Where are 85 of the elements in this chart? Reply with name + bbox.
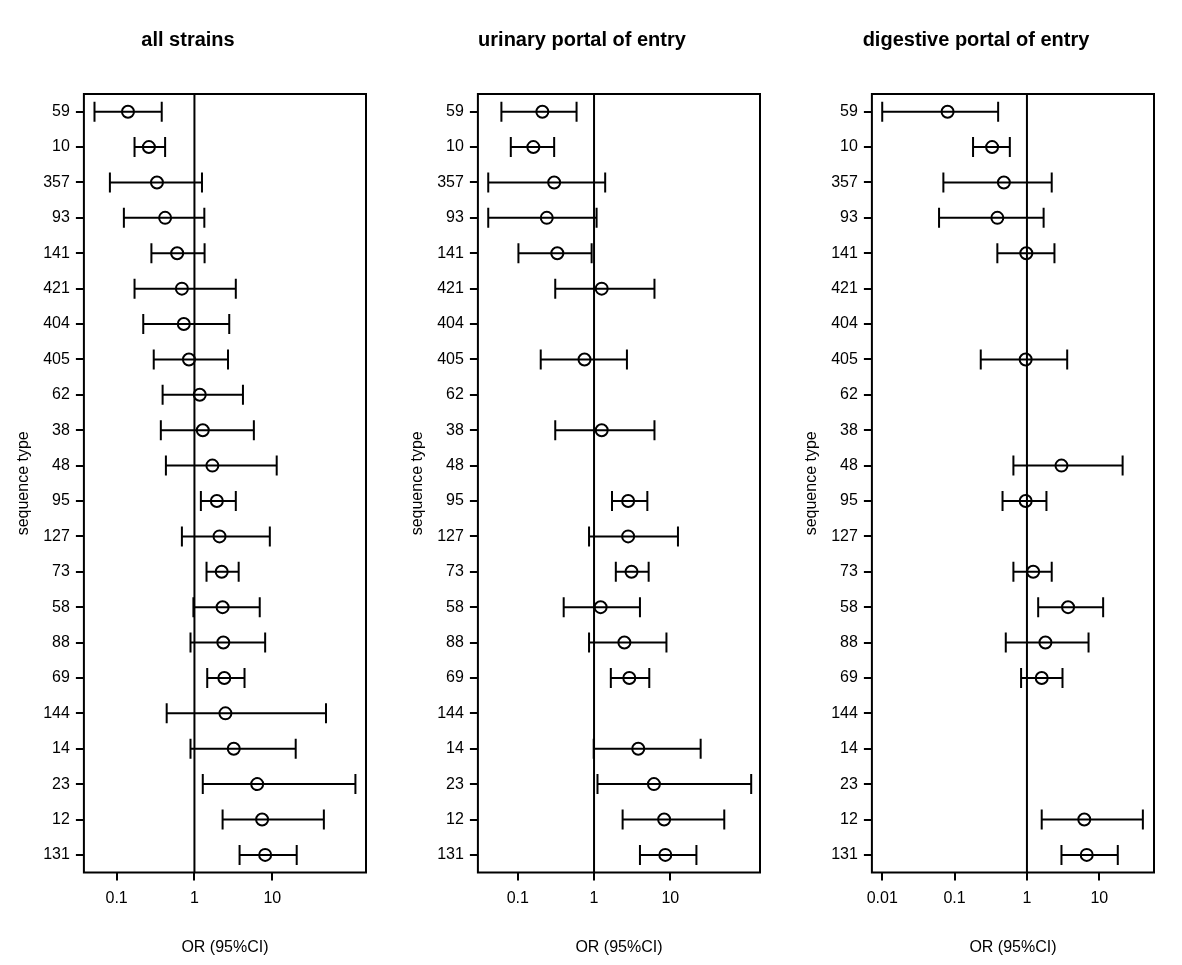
y-tick-label: 10 <box>840 137 858 155</box>
y-tick-label: 404 <box>43 314 70 332</box>
y-tick-label: 88 <box>446 632 464 650</box>
y-tick-label: 144 <box>43 703 70 721</box>
chart-title: urinary portal of entry <box>478 27 687 50</box>
y-tick-label: 405 <box>43 349 70 367</box>
y-tick-label: 404 <box>437 314 464 332</box>
y-tick-label: 23 <box>52 774 70 792</box>
y-tick-label: 69 <box>52 668 70 686</box>
y-tick-label: 127 <box>43 526 70 544</box>
y-axis-title: sequence type <box>802 431 820 536</box>
x-tick-label: 0.1 <box>506 888 529 906</box>
y-tick-label: 88 <box>840 632 858 650</box>
chart-title: digestive portal of entry <box>862 27 1091 50</box>
y-tick-label: 141 <box>831 243 858 261</box>
x-tick-label: 0.1 <box>943 888 966 906</box>
y-tick-label: 14 <box>840 739 858 757</box>
y-tick-label: 93 <box>52 208 70 226</box>
y-tick-label: 38 <box>840 420 858 438</box>
y-tick-label: 12 <box>446 809 464 827</box>
y-tick-label: 73 <box>52 562 70 580</box>
x-tick-label: 1 <box>1022 888 1032 906</box>
chart-title: all strains <box>141 27 235 50</box>
y-axis-title: sequence type <box>408 431 426 536</box>
y-tick-label: 10 <box>446 137 464 155</box>
y-tick-label: 95 <box>52 491 70 509</box>
y-tick-label: 405 <box>437 349 464 367</box>
y-axis-title: sequence type <box>14 431 32 536</box>
y-tick-label: 421 <box>437 279 464 297</box>
y-tick-label: 69 <box>840 668 858 686</box>
y-tick-label: 23 <box>446 774 464 792</box>
y-tick-label: 23 <box>840 774 858 792</box>
y-tick-label: 58 <box>52 597 70 615</box>
y-tick-label: 48 <box>840 456 858 474</box>
y-tick-label: 62 <box>52 385 70 403</box>
y-tick-label: 38 <box>446 420 464 438</box>
y-tick-label: 58 <box>840 597 858 615</box>
y-tick-label: 144 <box>831 703 858 721</box>
y-tick-label: 12 <box>52 809 70 827</box>
y-tick-label: 14 <box>446 739 464 757</box>
y-tick-label: 357 <box>437 172 464 190</box>
y-tick-label: 59 <box>446 102 464 120</box>
y-tick-label: 141 <box>43 243 70 261</box>
x-tick-label: 0.01 <box>866 888 898 906</box>
y-tick-label: 131 <box>43 845 70 863</box>
y-tick-label: 62 <box>446 385 464 403</box>
y-tick-label: 357 <box>43 172 70 190</box>
y-tick-label: 88 <box>52 632 70 650</box>
y-tick-label: 404 <box>831 314 858 332</box>
x-axis-title: OR (95%CI) <box>969 937 1057 955</box>
y-tick-label: 93 <box>840 208 858 226</box>
y-tick-label: 93 <box>446 208 464 226</box>
y-tick-label: 421 <box>43 279 70 297</box>
y-tick-label: 127 <box>831 526 858 544</box>
y-tick-label: 62 <box>840 385 858 403</box>
y-tick-label: 144 <box>437 703 464 721</box>
x-tick-label: 10 <box>661 888 680 906</box>
y-tick-label: 95 <box>840 491 858 509</box>
y-tick-label: 73 <box>840 562 858 580</box>
y-tick-label: 141 <box>437 243 464 261</box>
y-tick-label: 95 <box>446 491 464 509</box>
y-tick-label: 48 <box>52 456 70 474</box>
y-tick-label: 58 <box>446 597 464 615</box>
y-tick-label: 48 <box>446 456 464 474</box>
x-tick-label: 0.1 <box>105 888 128 906</box>
y-tick-label: 73 <box>446 562 464 580</box>
y-tick-label: 12 <box>840 809 858 827</box>
y-tick-label: 131 <box>831 845 858 863</box>
y-tick-label: 59 <box>52 102 70 120</box>
y-tick-label: 127 <box>437 526 464 544</box>
x-tick-label: 10 <box>263 888 282 906</box>
y-tick-label: 59 <box>840 102 858 120</box>
y-tick-label: 69 <box>446 668 464 686</box>
x-tick-label: 1 <box>189 888 199 906</box>
x-tick-label: 1 <box>589 888 599 906</box>
y-tick-label: 357 <box>831 172 858 190</box>
x-axis-title: OR (95%CI) <box>181 937 269 955</box>
x-tick-label: 10 <box>1090 888 1109 906</box>
x-axis-title: OR (95%CI) <box>575 937 663 955</box>
y-tick-label: 38 <box>52 420 70 438</box>
y-tick-label: 10 <box>52 137 70 155</box>
y-tick-label: 405 <box>831 349 858 367</box>
y-tick-label: 14 <box>52 739 70 757</box>
y-tick-label: 421 <box>831 279 858 297</box>
y-tick-label: 131 <box>437 845 464 863</box>
